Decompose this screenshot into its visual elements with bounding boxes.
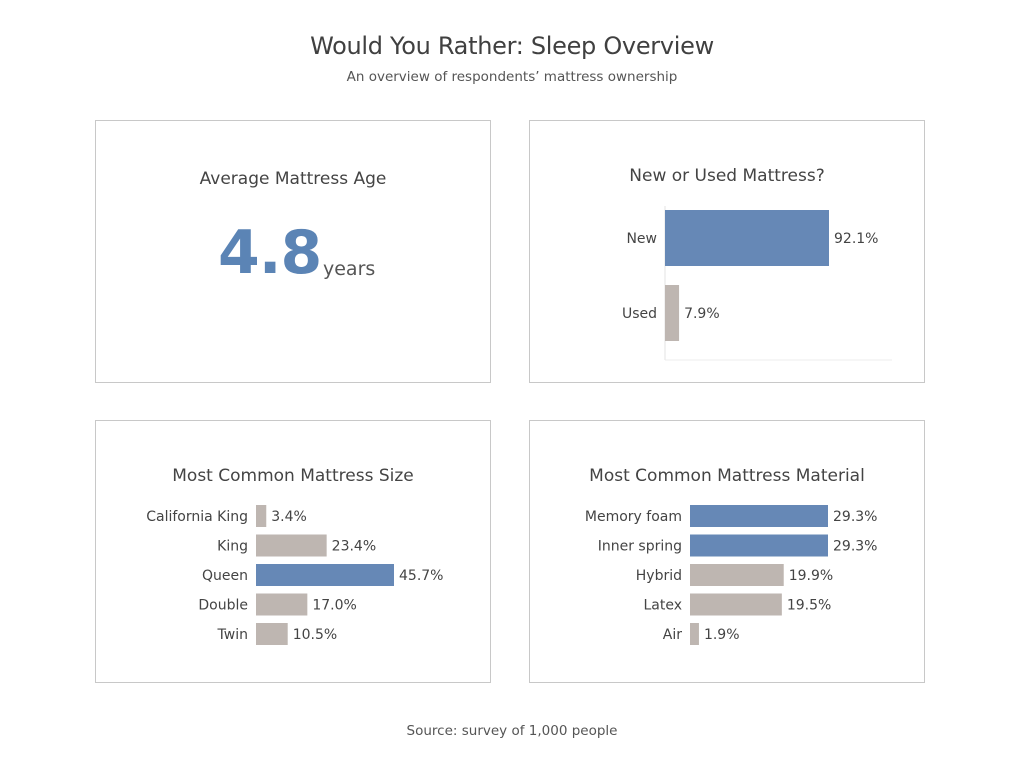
bar-memory-foam [690, 505, 828, 527]
source-note: Source: survey of 1,000 people [406, 723, 618, 739]
value-label-hybrid: 19.9% [789, 568, 833, 584]
new-used-title: New or Used Mattress? [629, 166, 825, 186]
mattress-material-chart: Memory foam 29.3% Inner spring 29.3% Hybrid 1… [585, 505, 877, 645]
value-label-memory-foam: 29.3% [833, 509, 877, 525]
value-label-air: 1.9% [704, 627, 740, 643]
mattress-material-panel: Most Common Mattress Material Memory foa… [529, 420, 925, 683]
value-label-used: 7.9% [684, 306, 720, 322]
bar-latex [690, 593, 782, 616]
bar-new [665, 210, 829, 266]
category-label-double: Double [198, 598, 248, 614]
category-label-new: New [626, 231, 657, 247]
page-subtitle: An overview of respondents’ mattress own… [346, 69, 678, 85]
value-label-twin: 10.5% [293, 627, 337, 643]
category-label-king: King [217, 539, 248, 555]
page-title: Would You Rather: Sleep Overview [310, 32, 714, 60]
category-label-air: Air [663, 627, 682, 643]
bar-air [690, 623, 699, 645]
category-label-memory-foam: Memory foam [585, 509, 682, 525]
average-age-value: 4.8 [218, 218, 322, 288]
average-age-title: Average Mattress Age [199, 169, 387, 189]
mattress-size-panel: Most Common Mattress Size California Kin… [95, 420, 491, 683]
bar-twin [256, 623, 288, 645]
category-label-queen: Queen [202, 568, 248, 584]
mattress-size-title: Most Common Mattress Size [172, 466, 414, 486]
value-label-inner-spring: 29.3% [833, 539, 877, 555]
bar-queen [256, 564, 394, 586]
category-label-hybrid: Hybrid [636, 568, 682, 584]
value-label-king: 23.4% [332, 539, 376, 555]
bar-used [665, 285, 680, 341]
bar-double [256, 593, 308, 616]
value-label-queen: 45.7% [399, 568, 443, 584]
category-label-california-king: California King [146, 509, 248, 525]
category-label-used: Used [622, 306, 657, 322]
value-label-latex: 19.5% [787, 598, 831, 614]
new-used-chart: New 92.1% Used 7.9% [622, 206, 892, 361]
bar-king [256, 534, 327, 557]
value-label-new: 92.1% [834, 231, 878, 247]
bar-inner-spring [690, 534, 828, 557]
mattress-size-chart: California King 3.4% King 23.4% Queen 45.7% Do… [146, 505, 443, 645]
category-label-inner-spring: Inner spring [598, 539, 682, 555]
value-label-double: 17.0% [312, 598, 356, 614]
average-age-panel: Average Mattress Age 4.8 years [95, 120, 491, 383]
category-label-latex: Latex [643, 598, 682, 614]
bar-hybrid [690, 564, 784, 586]
mattress-material-title: Most Common Mattress Material [589, 466, 865, 486]
bar-california-king [256, 505, 267, 527]
new-used-panel: New or Used Mattress? New 92.1% Used 7.9% [529, 120, 925, 383]
category-label-twin: Twin [217, 627, 248, 643]
value-label-california-king: 3.4% [271, 509, 307, 525]
average-age-unit: years [323, 258, 376, 280]
